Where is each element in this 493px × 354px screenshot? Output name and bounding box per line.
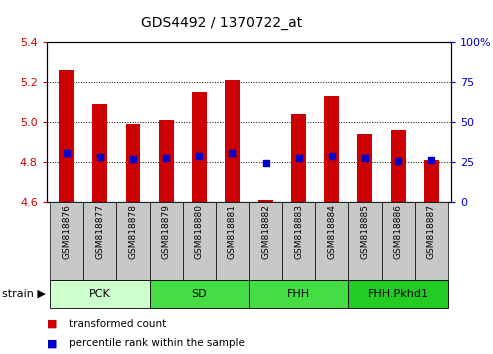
Point	[96, 154, 104, 160]
Bar	[149, 202, 183, 280]
Text: strain ▶: strain ▶	[2, 289, 46, 299]
Bar	[116, 202, 149, 280]
Bar	[249, 202, 282, 280]
Text: FHH.Pkhd1: FHH.Pkhd1	[368, 289, 428, 299]
Text: GSM818877: GSM818877	[95, 204, 105, 259]
Bar	[424, 160, 439, 202]
Text: GSM818884: GSM818884	[327, 204, 336, 259]
Text: ■: ■	[47, 338, 57, 348]
Bar	[50, 280, 149, 308]
Point	[162, 155, 170, 161]
Bar	[315, 202, 349, 280]
Text: GSM818886: GSM818886	[393, 204, 403, 259]
Bar	[92, 104, 107, 202]
Bar	[382, 202, 415, 280]
Bar	[183, 202, 216, 280]
Bar	[349, 202, 382, 280]
Point	[63, 150, 70, 156]
Bar	[225, 80, 240, 202]
Bar	[126, 124, 141, 202]
Bar	[216, 202, 249, 280]
Text: GDS4492 / 1370722_at: GDS4492 / 1370722_at	[141, 16, 303, 30]
Text: GSM818881: GSM818881	[228, 204, 237, 259]
Text: transformed count: transformed count	[69, 319, 166, 329]
Text: GSM818876: GSM818876	[62, 204, 71, 259]
Point	[228, 150, 236, 156]
Text: GSM818882: GSM818882	[261, 204, 270, 259]
Text: GSM818885: GSM818885	[360, 204, 369, 259]
Text: FHH: FHH	[287, 289, 310, 299]
Point	[361, 155, 369, 161]
Bar	[149, 280, 249, 308]
Bar	[258, 200, 273, 202]
Bar	[50, 202, 83, 280]
Point	[195, 153, 203, 159]
Bar	[324, 96, 339, 202]
Text: SD: SD	[191, 289, 207, 299]
Point	[427, 157, 435, 162]
Bar	[249, 280, 349, 308]
Text: PCK: PCK	[89, 289, 111, 299]
Bar	[282, 202, 315, 280]
Text: ■: ■	[47, 319, 57, 329]
Text: GSM818883: GSM818883	[294, 204, 303, 259]
Point	[328, 153, 336, 159]
Point	[262, 160, 270, 166]
Point	[129, 156, 137, 162]
Bar	[415, 202, 448, 280]
Bar	[192, 92, 207, 202]
Bar	[357, 134, 372, 202]
Point	[295, 155, 303, 161]
Text: GSM818880: GSM818880	[195, 204, 204, 259]
Bar	[390, 130, 406, 202]
Text: percentile rank within the sample: percentile rank within the sample	[69, 338, 245, 348]
Text: GSM818878: GSM818878	[129, 204, 138, 259]
Point	[394, 158, 402, 164]
Bar	[291, 114, 306, 202]
Text: GSM818879: GSM818879	[162, 204, 171, 259]
Bar	[59, 70, 74, 202]
Bar	[83, 202, 116, 280]
Text: GSM818887: GSM818887	[427, 204, 436, 259]
Bar	[349, 280, 448, 308]
Bar	[159, 120, 174, 202]
